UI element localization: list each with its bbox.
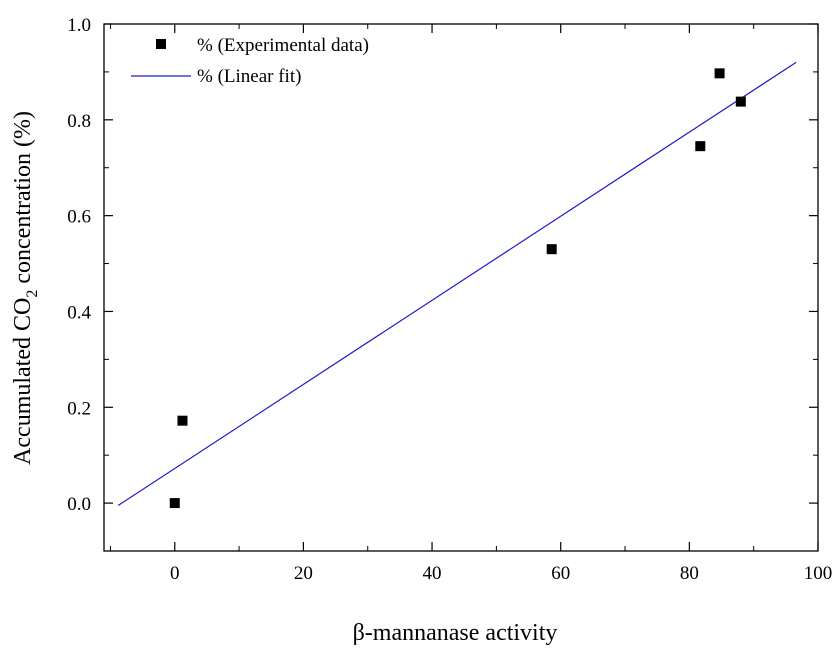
y-tick-label: 0.2 (67, 398, 91, 419)
data-point (735, 96, 746, 107)
y-axis-title-prefix: Accumulated CO (10, 298, 36, 465)
data-point (177, 415, 188, 426)
legend-marker-experimental (156, 39, 166, 49)
axis-ticks: 0 20 40 60 80 100 0.0 0.2 0.4 0.6 0.8 1.0 (67, 15, 832, 584)
data-point (714, 68, 725, 79)
legend: % (Experimental data) % (Linear fit) (131, 35, 369, 87)
y-tick-label: 0.0 (67, 494, 91, 515)
x-tick-label: 0 (170, 563, 180, 584)
x-tick-label: 80 (680, 563, 699, 584)
y-tick-label: 0.6 (67, 207, 91, 228)
data-point (546, 244, 557, 255)
y-axis-title: Accumulated CO2 concentration (%) (10, 111, 41, 465)
plot-frame (103, 23, 819, 552)
y-axis-title-subscript: 2 (24, 290, 41, 298)
y-tick-label: 1.0 (67, 15, 91, 36)
y-axis-title-suffix: concentration (%) (10, 111, 36, 290)
data-point (695, 141, 706, 152)
x-tick-label: 100 (804, 563, 833, 584)
linear-fit-layer (117, 61, 797, 506)
x-axis-title: β-mannanase activity (353, 620, 558, 646)
linear-fit-line (117, 61, 797, 506)
y-tick-label: 0.8 (67, 111, 91, 132)
data-points-layer (169, 68, 746, 509)
legend-label-experimental: % (Experimental data) (197, 35, 369, 56)
y-tick-label: 0.4 (67, 302, 91, 323)
x-tick-label: 60 (551, 563, 570, 584)
x-tick-label: 40 (423, 563, 442, 584)
x-tick-label: 20 (294, 563, 313, 584)
legend-label-fit: % (Linear fit) (197, 66, 301, 87)
data-point (169, 498, 180, 509)
